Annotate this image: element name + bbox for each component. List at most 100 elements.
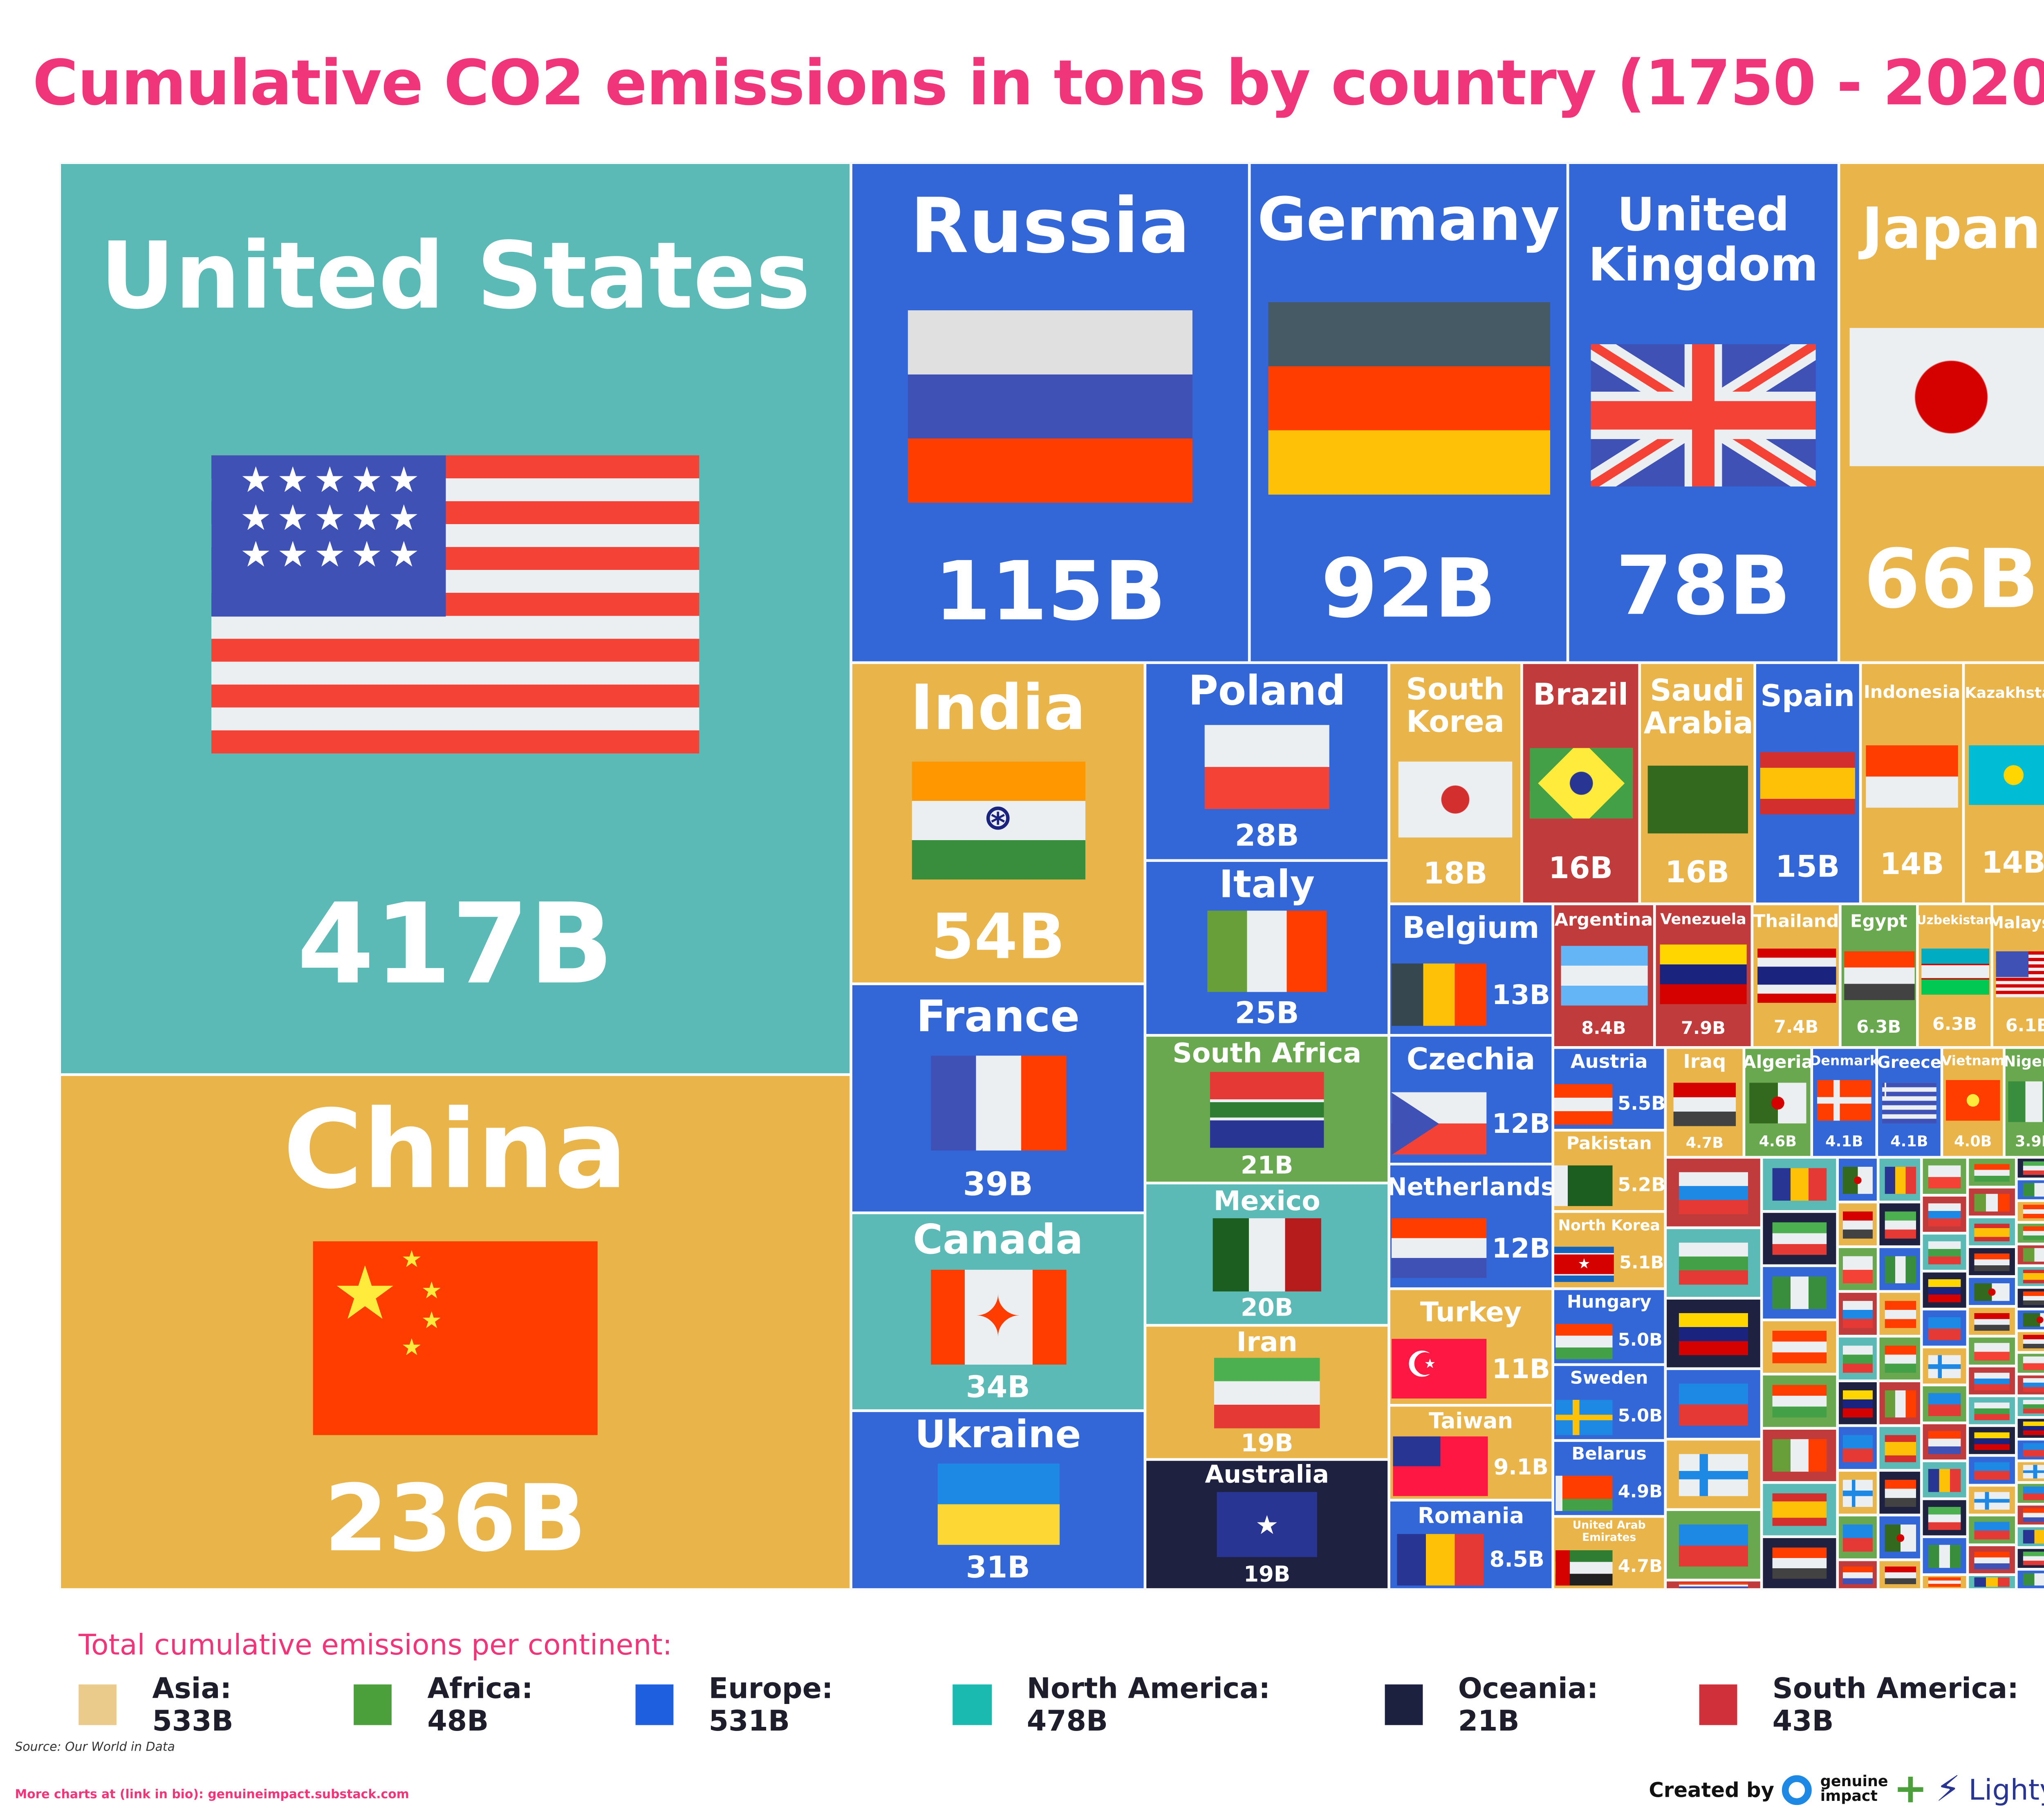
flag-united-states-icon: ★★★★★ ★★★★★ ★★★★★ — [211, 456, 699, 754]
legend-label: Asia: 533B — [152, 1672, 233, 1738]
flag-icon — [1842, 1434, 1873, 1462]
country-label: Japan — [1861, 195, 2041, 262]
country-label: India — [910, 671, 1086, 744]
tile-egypt: Egypt 6.3B — [1840, 904, 1918, 1048]
small-country-tile — [2016, 1482, 2044, 1504]
small-country-tile — [1967, 1485, 2017, 1515]
value-label: 20B — [1240, 1294, 1293, 1323]
flag-icon — [1884, 1434, 1916, 1462]
tile-hungary: Hungary 5.0B — [1553, 1289, 1665, 1365]
small-country-tile — [2016, 1157, 2044, 1179]
legend-swatch — [354, 1684, 392, 1725]
more-charts-link[interactable]: More charts at (link in bio): genuineimp… — [15, 1789, 409, 1803]
flag-icon — [1772, 1331, 1827, 1363]
value-label: 9.1B — [1493, 1454, 1549, 1480]
small-country-tile — [1921, 1347, 1968, 1385]
small-country-tile — [2016, 1526, 2044, 1548]
small-country-tile — [1921, 1499, 1968, 1537]
flag-icon — [1928, 1468, 1961, 1491]
value-label: 6.3B — [1932, 1016, 1977, 1036]
flag-kazakhstan-icon — [1969, 744, 2044, 805]
country-label: Uzbekistan — [1917, 914, 1992, 928]
small-country-tile — [1967, 1574, 2017, 1590]
tile-canada: Canada ✦ 34B — [851, 1213, 1145, 1411]
flag-uzbekistan-icon — [1921, 949, 1989, 995]
small-country-tile — [1762, 1374, 1838, 1428]
flag-icon — [1974, 1431, 2010, 1450]
country-label: Ukraine — [915, 1412, 1081, 1457]
tile-denmark: Denmark 4.1B — [1811, 1047, 1877, 1157]
flag-icon — [1928, 1316, 1961, 1340]
flag-icon — [2023, 1400, 2044, 1414]
flag-mexico-icon — [1213, 1218, 1321, 1291]
credits: Created by genuine impact + ⚡ Lightyear — [1649, 1766, 2044, 1813]
flag-icon — [2023, 1508, 2044, 1522]
small-country-tile — [1878, 1202, 1922, 1247]
flag-icon — [1974, 1491, 2010, 1509]
flag-value-row: 4.9B — [1555, 1475, 1663, 1511]
flag-icon — [1842, 1524, 1873, 1551]
value-label: 14B — [1880, 848, 1944, 882]
legend-swatch — [635, 1684, 674, 1725]
flag-value-row: ☪ 11B — [1392, 1338, 1550, 1398]
flag-icon — [1974, 1342, 2010, 1360]
country-label: China — [283, 1087, 628, 1213]
value-label: 5.2B — [1617, 1174, 1665, 1196]
country-label: Mexico — [1213, 1184, 1320, 1217]
tile-saudi-arabia: Saudi Arabia 16B — [1639, 662, 1755, 904]
legend-swatch — [1384, 1684, 1423, 1725]
flag-south-korea-icon — [1398, 761, 1513, 837]
flag-icon — [1772, 1276, 1827, 1309]
value-label: 54B — [931, 899, 1065, 973]
small-country-tile — [2016, 1222, 2044, 1244]
chart-title: Cumulative CO2 emissions in tons by coun… — [32, 46, 2044, 119]
flag-united-kingdom-icon — [1591, 345, 1816, 487]
value-label: 78B — [1616, 540, 1791, 635]
flag-greece-icon — [1882, 1082, 1936, 1123]
flag-icon — [2023, 1465, 2044, 1479]
country-label: Romania — [1418, 1503, 1524, 1529]
flag-germany-icon — [1267, 302, 1550, 494]
tile-iraq: Iraq 4.7B — [1665, 1047, 1744, 1157]
flag-icon — [1884, 1300, 1916, 1327]
flag-icon — [2023, 1334, 2044, 1349]
flag-spain-icon — [1760, 751, 1855, 814]
flag-denmark-icon — [1817, 1081, 1871, 1121]
flag-sweden-icon — [1555, 1399, 1613, 1435]
flag-czechia-icon — [1392, 1092, 1487, 1155]
country-label: France — [916, 990, 1080, 1042]
small-country-tile — [2016, 1352, 2044, 1374]
small-country-tile — [1665, 1228, 1762, 1298]
flag-pakistan-icon — [1554, 1165, 1612, 1206]
country-label: Australia — [1205, 1461, 1329, 1490]
country-label: Greece — [1877, 1052, 1941, 1072]
flag-belgium-icon — [1392, 963, 1487, 1026]
small-country-tile — [1837, 1381, 1878, 1426]
flag-value-row: 5.5B — [1554, 1083, 1664, 1124]
flag-icon — [1679, 1383, 1748, 1425]
tile-sweden: Sweden 5.0B — [1553, 1364, 1665, 1441]
small-country-tile — [1921, 1271, 1968, 1309]
flag-icon — [1772, 1493, 1827, 1526]
value-label: 4.9B — [1618, 1482, 1663, 1503]
flag-value-row: 5.2B — [1554, 1165, 1665, 1206]
tile-vietnam: Vietnam ★ 4.0B — [1941, 1047, 2004, 1157]
value-label: 4.1B — [1890, 1133, 1928, 1151]
tile-indonesia: Indonesia 14B — [1860, 662, 1963, 904]
flag-icon — [2023, 1313, 2044, 1327]
tile-turkey: Turkey ☪ 11B — [1389, 1289, 1553, 1406]
tile-kazakhstan: Kazakhstan 14B — [1963, 662, 2044, 904]
small-country-tile — [1967, 1217, 2017, 1247]
value-label: 7.4B — [1773, 1018, 1819, 1038]
small-country-tile — [1878, 1291, 1922, 1336]
small-country-tile — [1967, 1366, 2017, 1396]
genuine-impact-brand: genuine impact — [1820, 1772, 1888, 1805]
legend-label: Europe: 531B — [708, 1672, 833, 1738]
flag-icon — [1974, 1577, 2010, 1587]
value-label: 5.1B — [1619, 1253, 1664, 1274]
flag-icon — [2023, 1421, 2044, 1435]
country-label: Nigeria — [2004, 1053, 2044, 1071]
flag-icon — [1842, 1166, 1873, 1193]
tile-nigeria: Nigeria 3.9B — [2004, 1047, 2044, 1157]
value-label: 25B — [1235, 998, 1299, 1031]
